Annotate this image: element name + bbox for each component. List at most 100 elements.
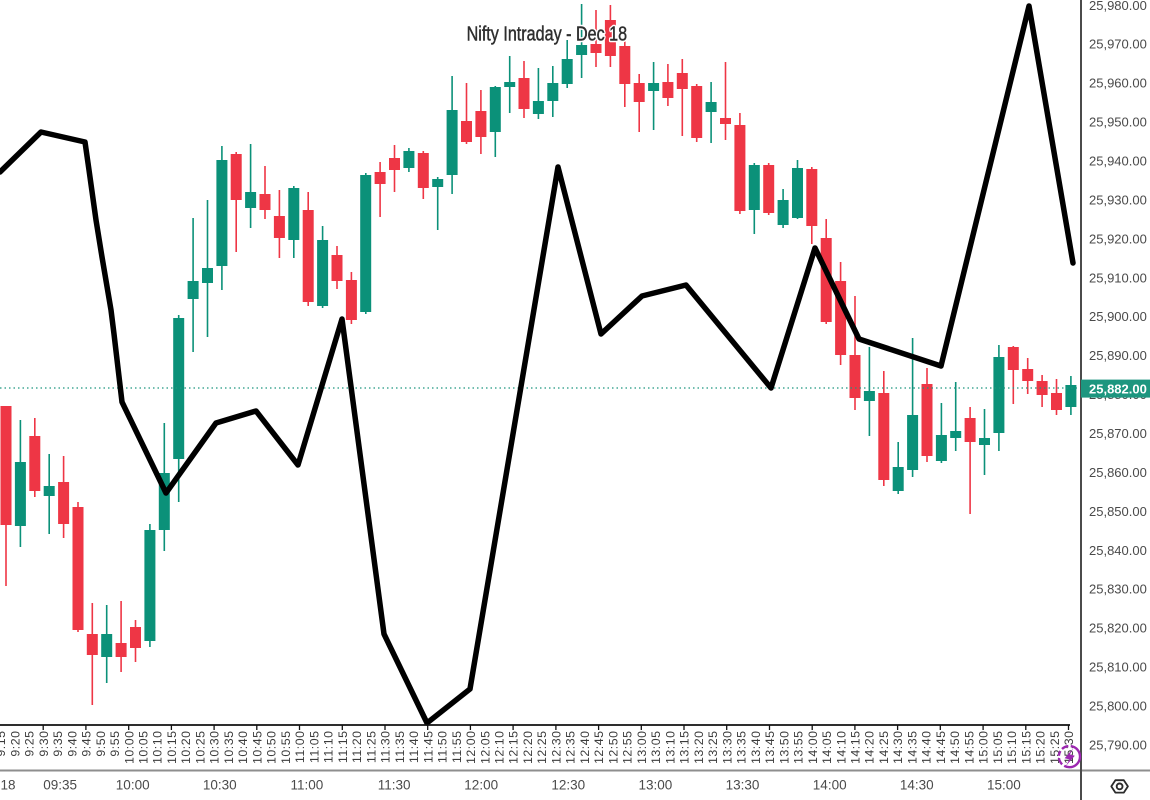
svg-text:25,830.00: 25,830.00 bbox=[1089, 582, 1147, 597]
svg-text:14:10: 14:10 bbox=[834, 731, 848, 765]
svg-text:12:00: 12:00 bbox=[464, 778, 498, 793]
svg-text:25,882.00: 25,882.00 bbox=[1089, 381, 1147, 396]
svg-text:10:00: 10:00 bbox=[116, 778, 150, 793]
svg-text:12:50: 12:50 bbox=[606, 731, 620, 765]
svg-text:14:30: 14:30 bbox=[891, 731, 905, 765]
svg-text:15:15: 15:15 bbox=[1019, 731, 1033, 765]
svg-text:13:20: 13:20 bbox=[692, 731, 706, 765]
svg-text:25,910.00: 25,910.00 bbox=[1089, 270, 1147, 285]
svg-text:13:35: 13:35 bbox=[735, 731, 749, 765]
svg-text:25,800.00: 25,800.00 bbox=[1089, 699, 1147, 714]
svg-text:14:00: 14:00 bbox=[813, 778, 847, 793]
svg-text:9:25: 9:25 bbox=[23, 731, 37, 757]
svg-text:12:55: 12:55 bbox=[621, 731, 635, 765]
svg-text:25,960.00: 25,960.00 bbox=[1089, 76, 1147, 91]
svg-text:14:15: 14:15 bbox=[849, 731, 863, 765]
svg-text:25,980.00: 25,980.00 bbox=[1089, 0, 1147, 13]
svg-text:13:50: 13:50 bbox=[777, 731, 791, 765]
svg-text:25,860.00: 25,860.00 bbox=[1089, 465, 1147, 480]
svg-text:13:30: 13:30 bbox=[726, 778, 760, 793]
svg-text:9:20: 9:20 bbox=[8, 731, 22, 757]
svg-text:25,870.00: 25,870.00 bbox=[1089, 426, 1147, 441]
svg-text:12:15: 12:15 bbox=[507, 731, 521, 765]
svg-text:11:10: 11:10 bbox=[322, 731, 336, 764]
svg-text:9:35: 9:35 bbox=[51, 731, 65, 757]
svg-text:11:40: 11:40 bbox=[407, 731, 421, 764]
svg-text:12:20: 12:20 bbox=[521, 731, 535, 765]
svg-text:25,940.00: 25,940.00 bbox=[1089, 154, 1147, 169]
svg-text:Nifty Intraday - Dec 18: Nifty Intraday - Dec 18 bbox=[467, 24, 627, 46]
svg-text:12:10: 12:10 bbox=[493, 731, 507, 765]
svg-text:25,950.00: 25,950.00 bbox=[1089, 115, 1147, 130]
svg-text:14:40: 14:40 bbox=[920, 731, 934, 765]
svg-text:12:40: 12:40 bbox=[578, 731, 592, 765]
svg-text:12:25: 12:25 bbox=[535, 731, 549, 765]
svg-text:14:35: 14:35 bbox=[906, 731, 920, 765]
svg-text:25,820.00: 25,820.00 bbox=[1089, 621, 1147, 636]
svg-text:11:50: 11:50 bbox=[436, 731, 450, 764]
svg-text:25,840.00: 25,840.00 bbox=[1089, 543, 1147, 558]
svg-text:9:30: 9:30 bbox=[37, 731, 51, 757]
svg-text:10:05: 10:05 bbox=[137, 731, 151, 765]
svg-text:18: 18 bbox=[0, 778, 15, 793]
svg-text:09:35: 09:35 bbox=[43, 778, 77, 793]
svg-text:12:00: 12:00 bbox=[464, 731, 478, 765]
svg-text:15:20: 15:20 bbox=[1034, 731, 1048, 765]
svg-text:11:20: 11:20 bbox=[350, 731, 364, 764]
svg-text:10:25: 10:25 bbox=[194, 731, 208, 765]
svg-text:25,930.00: 25,930.00 bbox=[1089, 192, 1147, 207]
svg-text:14:55: 14:55 bbox=[962, 731, 976, 765]
svg-text:14:25: 14:25 bbox=[877, 731, 891, 765]
svg-text:10:35: 10:35 bbox=[222, 731, 236, 765]
svg-text:10:20: 10:20 bbox=[179, 731, 193, 765]
svg-text:14:05: 14:05 bbox=[820, 731, 834, 765]
svg-text:13:55: 13:55 bbox=[792, 731, 806, 765]
svg-text:9:45: 9:45 bbox=[80, 731, 94, 757]
svg-text:10:55: 10:55 bbox=[279, 731, 293, 765]
svg-text:9:55: 9:55 bbox=[108, 731, 122, 757]
svg-text:13:45: 13:45 bbox=[763, 731, 777, 765]
svg-text:Nifty Intraday - Dec 18: Nifty Intraday - Dec 18 bbox=[467, 24, 627, 46]
svg-text:11:00: 11:00 bbox=[293, 731, 307, 764]
svg-text:13:05: 13:05 bbox=[649, 731, 663, 765]
svg-text:13:15: 13:15 bbox=[678, 731, 692, 765]
svg-text:13:25: 13:25 bbox=[706, 731, 720, 765]
svg-text:11:55: 11:55 bbox=[450, 731, 464, 764]
svg-text:14:00: 14:00 bbox=[806, 731, 820, 765]
svg-text:13:40: 13:40 bbox=[749, 731, 763, 765]
svg-text:10:15: 10:15 bbox=[165, 731, 179, 765]
svg-text:11:30: 11:30 bbox=[378, 778, 411, 793]
svg-text:15:00: 15:00 bbox=[977, 731, 991, 765]
svg-text:11:25: 11:25 bbox=[364, 731, 378, 764]
svg-text:25,850.00: 25,850.00 bbox=[1089, 504, 1147, 519]
svg-text:12:30: 12:30 bbox=[551, 778, 585, 793]
svg-text:13:00: 13:00 bbox=[639, 778, 673, 793]
svg-text:12:35: 12:35 bbox=[564, 731, 578, 765]
svg-text:25,920.00: 25,920.00 bbox=[1089, 231, 1147, 246]
svg-text:11:15: 11:15 bbox=[336, 731, 350, 764]
svg-text:14:30: 14:30 bbox=[900, 778, 934, 793]
svg-text:9:50: 9:50 bbox=[94, 731, 108, 757]
svg-text:13:00: 13:00 bbox=[635, 731, 649, 765]
svg-text:15:10: 15:10 bbox=[1005, 731, 1019, 765]
svg-text:11:30: 11:30 bbox=[379, 731, 393, 764]
svg-text:10:10: 10:10 bbox=[151, 731, 165, 765]
svg-text:13:10: 13:10 bbox=[663, 731, 677, 765]
svg-text:11:05: 11:05 bbox=[307, 731, 321, 764]
svg-text:10:40: 10:40 bbox=[236, 731, 250, 765]
svg-text:11:45: 11:45 bbox=[421, 731, 435, 764]
svg-text:10:30: 10:30 bbox=[203, 778, 237, 793]
svg-text:15:05: 15:05 bbox=[991, 731, 1005, 765]
svg-text:25,900.00: 25,900.00 bbox=[1089, 309, 1147, 324]
svg-text:10:50: 10:50 bbox=[265, 731, 279, 765]
svg-text:14:20: 14:20 bbox=[863, 731, 877, 765]
svg-text:11:00: 11:00 bbox=[291, 778, 324, 793]
svg-text:12:45: 12:45 bbox=[592, 731, 606, 765]
svg-text:12:05: 12:05 bbox=[478, 731, 492, 765]
svg-text:14:50: 14:50 bbox=[948, 731, 962, 765]
svg-text:10:00: 10:00 bbox=[122, 731, 136, 765]
svg-text:12:30: 12:30 bbox=[550, 731, 564, 765]
svg-text:25,970.00: 25,970.00 bbox=[1089, 37, 1147, 52]
svg-text:9:15: 9:15 bbox=[0, 731, 8, 757]
svg-text:10:30: 10:30 bbox=[208, 731, 222, 765]
